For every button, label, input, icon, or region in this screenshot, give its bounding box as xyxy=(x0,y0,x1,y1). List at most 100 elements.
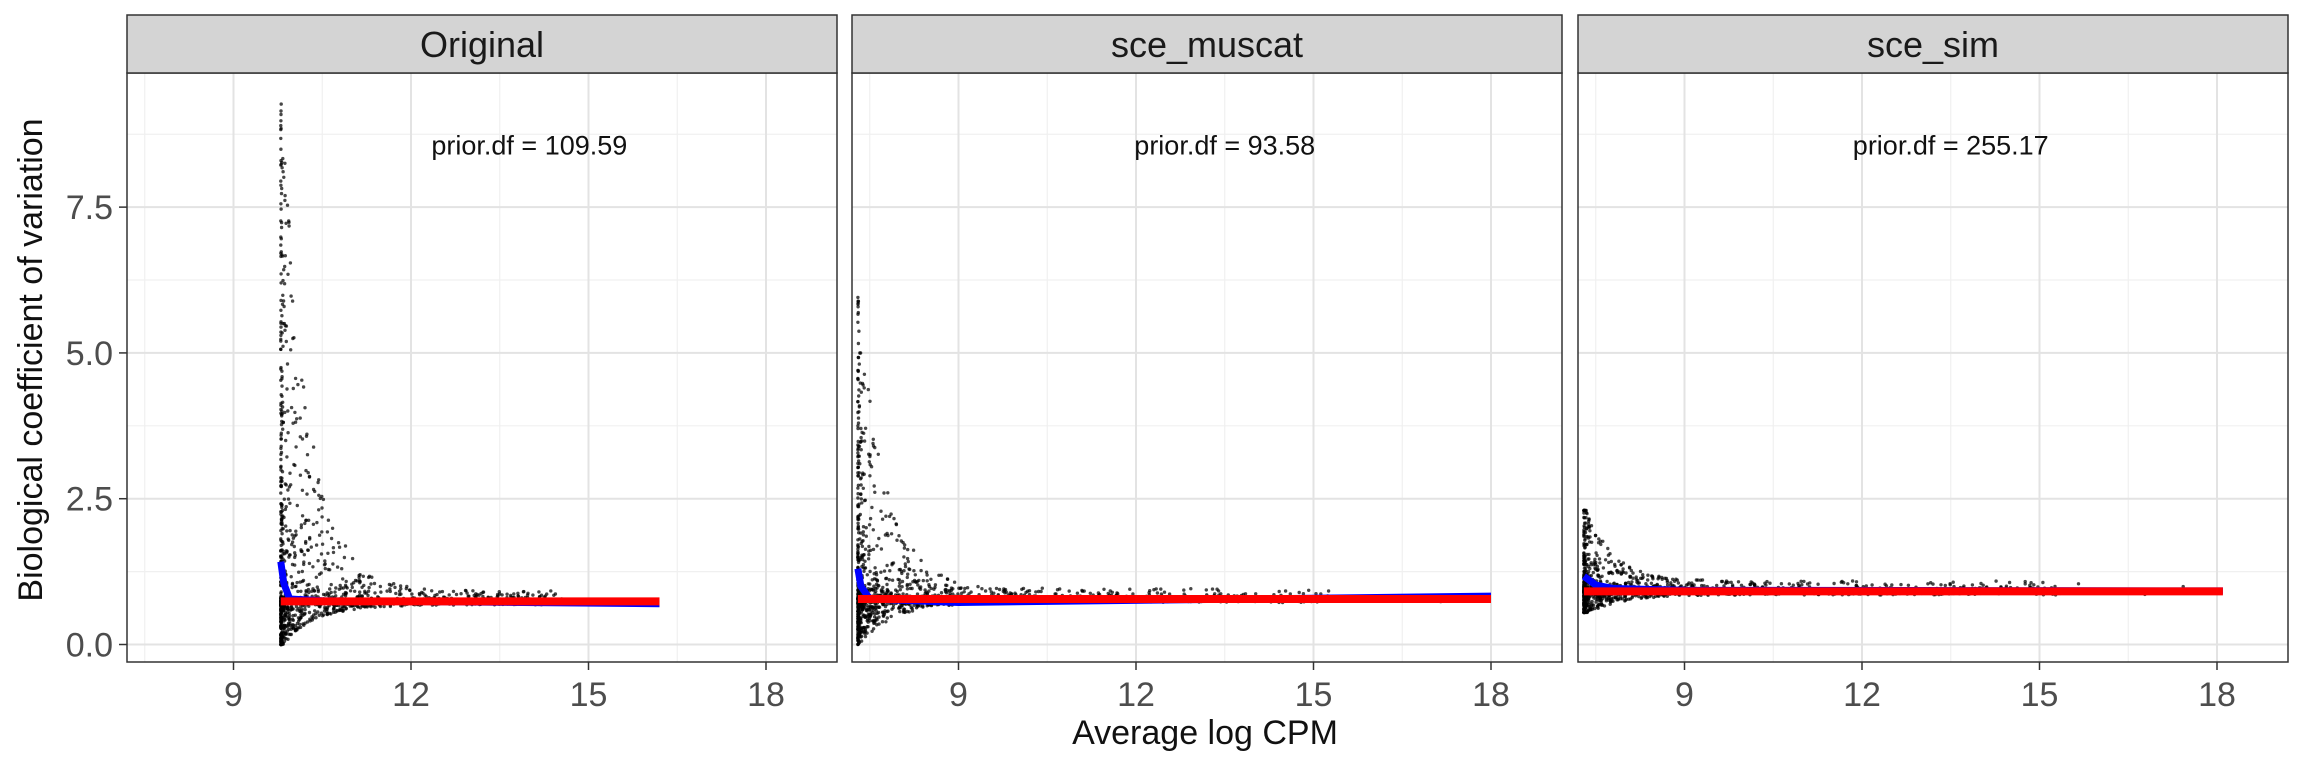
tagwise-point xyxy=(1587,519,1591,523)
tagwise-point xyxy=(861,530,865,534)
tagwise-point xyxy=(293,624,298,628)
tagwise-point xyxy=(856,538,860,542)
tagwise-point xyxy=(868,463,872,467)
tagwise-point xyxy=(279,464,283,468)
tagwise-point xyxy=(280,375,284,379)
tagwise-point xyxy=(300,569,304,574)
tagwise-point xyxy=(1739,583,1744,587)
tagwise-point xyxy=(1669,581,1673,585)
tagwise-point xyxy=(356,605,360,609)
tagwise-point xyxy=(1210,587,1215,591)
tagwise-point xyxy=(1962,584,1966,588)
tagwise-point xyxy=(859,531,863,535)
tagwise-point xyxy=(901,592,905,596)
tagwise-point xyxy=(317,493,321,497)
tagwise-point xyxy=(1582,569,1586,574)
tagwise-point xyxy=(281,527,285,531)
tagwise-point xyxy=(976,584,980,589)
tagwise-point xyxy=(350,585,354,590)
tagwise-point xyxy=(872,484,876,488)
tagwise-point xyxy=(1590,599,1594,604)
tagwise-point xyxy=(291,626,295,630)
tagwise-point xyxy=(314,594,318,598)
tagwise-point xyxy=(861,525,866,529)
y-tick-label: 2.5 xyxy=(66,481,113,519)
tagwise-point xyxy=(2032,583,2036,587)
tagwise-point xyxy=(858,351,862,355)
tagwise-point xyxy=(1617,559,1621,563)
tagwise-point xyxy=(884,514,888,518)
tagwise-point xyxy=(307,590,311,595)
tagwise-point xyxy=(1800,583,1804,587)
tagwise-point xyxy=(905,556,910,561)
tagwise-point xyxy=(283,328,287,332)
tagwise-point xyxy=(1307,588,1311,592)
tagwise-point xyxy=(388,587,392,591)
tagwise-point xyxy=(902,546,907,550)
tagwise-point xyxy=(331,550,336,555)
tagwise-point xyxy=(856,547,860,551)
tagwise-point xyxy=(856,621,860,626)
tagwise-point xyxy=(303,607,307,612)
tagwise-point xyxy=(856,305,860,309)
tagwise-point xyxy=(1628,597,1633,601)
tagwise-point xyxy=(871,547,876,552)
tagwise-point xyxy=(301,578,306,583)
tagwise-point xyxy=(279,636,283,641)
tagwise-point xyxy=(301,613,305,617)
tagwise-point xyxy=(895,589,899,594)
tagwise-point xyxy=(864,534,868,538)
tagwise-point xyxy=(933,585,937,590)
tagwise-point xyxy=(323,559,327,563)
tagwise-point xyxy=(279,330,283,334)
tagwise-point xyxy=(279,548,283,553)
tagwise-point xyxy=(393,585,397,590)
tagwise-point xyxy=(859,610,864,614)
tagwise-point xyxy=(925,579,929,583)
tagwise-point xyxy=(319,552,324,556)
tagwise-point xyxy=(1595,595,1599,599)
tagwise-point xyxy=(1621,567,1625,571)
tagwise-point xyxy=(921,604,925,608)
tagwise-point xyxy=(1736,580,1741,584)
tagwise-point xyxy=(1634,577,1639,581)
tagwise-point xyxy=(372,581,377,586)
tagwise-point xyxy=(333,590,337,594)
tagwise-point xyxy=(1582,521,1587,525)
tagwise-point xyxy=(323,593,327,597)
tagwise-point xyxy=(885,531,889,536)
tagwise-point xyxy=(279,235,283,239)
tagwise-point xyxy=(279,476,283,480)
tagwise-point xyxy=(862,431,866,435)
tagwise-point xyxy=(856,492,860,496)
tagwise-point xyxy=(856,565,860,569)
tagwise-point xyxy=(1951,580,1955,584)
tagwise-point xyxy=(363,589,367,593)
tagwise-point xyxy=(1638,569,1643,574)
tagwise-point xyxy=(338,583,342,588)
tagwise-point xyxy=(283,324,288,328)
tagwise-point xyxy=(856,483,861,487)
tagwise-point xyxy=(873,445,877,450)
tagwise-point xyxy=(867,552,871,557)
tagwise-point xyxy=(1297,590,1301,595)
tagwise-point xyxy=(1684,583,1689,587)
tagwise-point xyxy=(1243,592,1248,596)
tagwise-point xyxy=(321,497,326,502)
tagwise-point xyxy=(1147,591,1151,595)
facet-strip xyxy=(1577,14,2289,74)
tagwise-point xyxy=(856,552,860,556)
tagwise-point xyxy=(1067,589,1071,593)
tagwise-point xyxy=(303,406,307,410)
tagwise-point xyxy=(307,475,312,479)
tagwise-point xyxy=(341,577,345,581)
tagwise-point xyxy=(1631,576,1635,580)
tagwise-point xyxy=(303,521,307,526)
tagwise-point xyxy=(279,367,283,371)
tagwise-point xyxy=(283,264,287,269)
tagwise-point xyxy=(856,451,860,455)
tagwise-point xyxy=(1850,579,1855,583)
tagwise-point xyxy=(316,559,320,563)
tagwise-point xyxy=(912,569,916,573)
tagwise-point xyxy=(1590,540,1594,544)
